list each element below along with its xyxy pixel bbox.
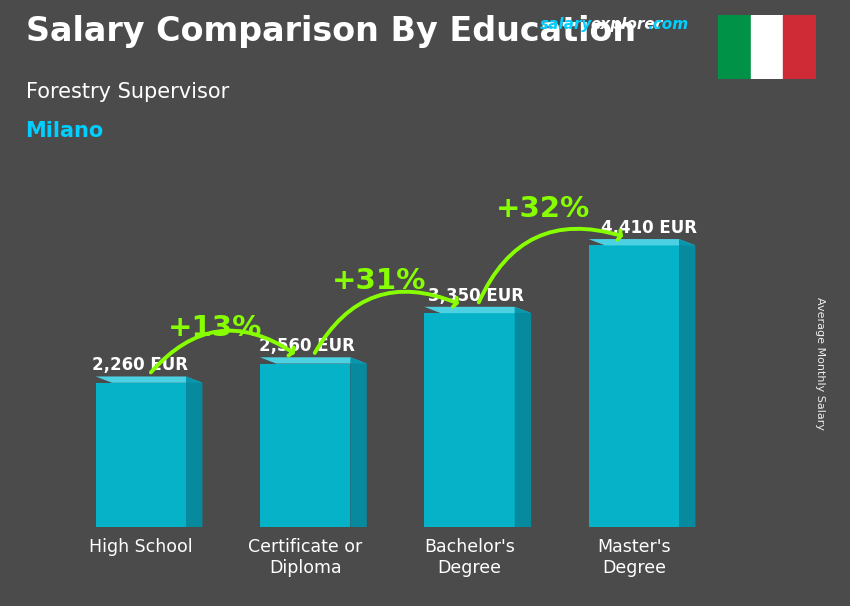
Bar	[784, 15, 816, 79]
Text: explorer: explorer	[591, 17, 663, 32]
Text: Average Monthly Salary: Average Monthly Salary	[815, 297, 825, 430]
Polygon shape	[514, 307, 531, 527]
Polygon shape	[679, 239, 695, 527]
Bar	[95, 383, 186, 527]
Text: 4,410 EUR: 4,410 EUR	[601, 219, 697, 237]
Text: +32%: +32%	[496, 195, 591, 223]
Text: Salary Comparison By Education: Salary Comparison By Education	[26, 15, 636, 48]
Bar	[751, 15, 784, 79]
Text: .com: .com	[648, 17, 689, 32]
Polygon shape	[95, 376, 202, 383]
Polygon shape	[350, 358, 366, 527]
Bar	[424, 313, 514, 527]
Text: +31%: +31%	[332, 267, 427, 295]
Bar	[260, 364, 350, 527]
Text: +13%: +13%	[167, 315, 262, 342]
Text: 2,260 EUR: 2,260 EUR	[92, 356, 188, 375]
Polygon shape	[588, 239, 695, 245]
Bar	[588, 245, 679, 527]
Text: Forestry Supervisor: Forestry Supervisor	[26, 82, 229, 102]
Polygon shape	[424, 307, 531, 313]
Polygon shape	[260, 358, 366, 364]
Text: Milano: Milano	[26, 121, 104, 141]
Text: salary: salary	[540, 17, 592, 32]
Polygon shape	[186, 376, 202, 527]
Text: 2,560 EUR: 2,560 EUR	[259, 338, 355, 355]
Bar	[718, 15, 751, 79]
Text: 3,350 EUR: 3,350 EUR	[428, 287, 524, 305]
